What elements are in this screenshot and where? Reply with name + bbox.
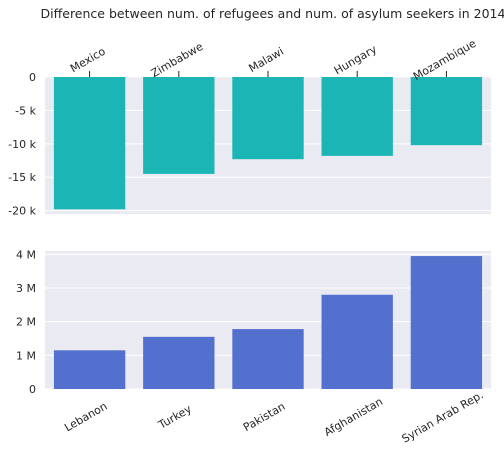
- top-panel: 0 -5 k -10 k -15 k -20 k Mexico Zimbabwe Malawi…: [8, 37, 491, 218]
- top-xtick-label: Zimbabwe: [149, 40, 206, 80]
- bottom-bar: [410, 256, 483, 389]
- bottom-ytick-label: 3 M: [16, 282, 36, 295]
- top-xtick-label: Malawi: [247, 45, 286, 75]
- bottom-xtick-label: Lebanon: [62, 400, 109, 435]
- bottom-xtick-label: Turkey: [155, 402, 194, 432]
- bottom-bar: [232, 329, 304, 389]
- top-ytick-label: 0: [29, 71, 36, 84]
- bottom-ytick-label: 2 M: [16, 316, 36, 329]
- top-bar: [143, 77, 215, 174]
- bottom-xtick-label: Syrian Arab Rep.: [400, 388, 486, 445]
- bottom-xtick-label: Afghanistan: [322, 395, 385, 439]
- top-xtick-label: Mozambique: [411, 37, 479, 83]
- chart-title: Difference between num. of refugees and …: [41, 6, 504, 21]
- top-bar: [232, 77, 304, 160]
- bottom-ytick-label: 1 M: [16, 349, 36, 362]
- top-xtick-label: Hungary: [332, 42, 380, 77]
- top-bar: [53, 77, 126, 210]
- top-ytick-label: -10 k: [8, 138, 36, 151]
- top-ytick-label: -20 k: [8, 205, 36, 218]
- top-bar: [321, 77, 393, 156]
- bottom-bar: [53, 350, 126, 389]
- bottom-bar: [143, 336, 215, 389]
- bottom-panel: 0 1 M 2 M 3 M 4 M Lebanon Turkey Pakistan Afghan…: [16, 248, 491, 446]
- bottom-xtick-label: Pakistan: [241, 400, 287, 434]
- bottom-ytick-label: 0: [29, 383, 36, 396]
- top-xtick-label: Mexico: [68, 45, 108, 76]
- bottom-bar: [321, 294, 393, 389]
- top-ytick-label: -5 k: [15, 104, 36, 117]
- top-ytick-label: -15 k: [8, 171, 36, 184]
- bottom-ytick-label: 4 M: [16, 248, 36, 261]
- top-bar: [410, 77, 483, 146]
